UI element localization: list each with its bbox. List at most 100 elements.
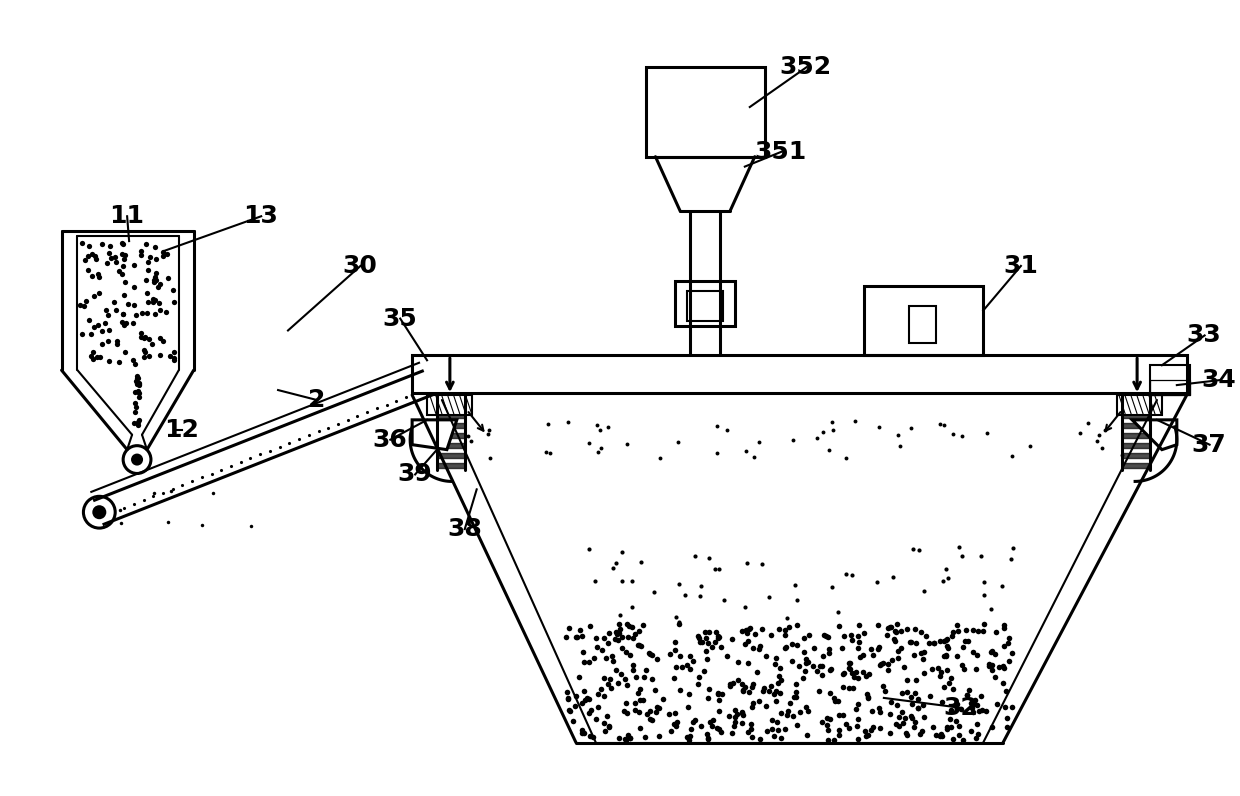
Point: [978, 657, 998, 670]
Point: [613, 630, 632, 643]
Point: [153, 250, 172, 263]
Point: [875, 685, 895, 697]
Point: [877, 628, 897, 641]
Point: [768, 724, 787, 736]
Point: [640, 712, 660, 725]
Point: [615, 673, 635, 685]
Point: [785, 579, 805, 591]
Point: [967, 648, 987, 661]
Point: [666, 611, 686, 623]
Point: [145, 271, 165, 283]
Point: [135, 330, 155, 343]
Point: [849, 635, 869, 648]
Point: [134, 343, 154, 356]
Point: [961, 697, 981, 710]
Point: [982, 663, 1002, 676]
Point: [986, 626, 1006, 638]
Point: [895, 712, 915, 724]
Point: [770, 669, 790, 682]
Point: [660, 708, 680, 720]
Point: [677, 731, 697, 743]
Text: 37: 37: [1192, 433, 1226, 457]
Point: [620, 732, 640, 744]
Point: [670, 684, 689, 696]
Point: [92, 338, 112, 350]
Point: [961, 724, 981, 737]
Point: [992, 579, 1012, 592]
Point: [957, 634, 977, 647]
Point: [849, 619, 869, 632]
Point: [608, 628, 627, 641]
Point: [723, 677, 743, 689]
Point: [557, 631, 577, 644]
Point: [833, 708, 853, 721]
Point: [799, 656, 818, 669]
Point: [952, 430, 972, 443]
Point: [999, 654, 1019, 667]
Point: [787, 618, 807, 631]
Point: [901, 698, 921, 711]
Point: [697, 645, 717, 657]
Point: [846, 702, 866, 715]
Point: [693, 665, 713, 678]
Point: [670, 650, 689, 663]
Point: [595, 724, 615, 737]
Point: [112, 267, 131, 280]
Point: [708, 688, 728, 700]
Point: [930, 730, 950, 743]
Point: [707, 626, 727, 638]
Point: [787, 719, 807, 732]
Point: [842, 666, 862, 679]
Point: [115, 345, 135, 358]
Point: [949, 729, 968, 742]
Point: [616, 696, 636, 709]
Point: [78, 263, 98, 276]
Point: [817, 712, 837, 724]
Bar: [687, 291, 723, 321]
Point: [890, 625, 910, 638]
Point: [692, 636, 712, 649]
Point: [973, 624, 993, 637]
Point: [707, 722, 727, 735]
Point: [905, 637, 925, 650]
Point: [541, 447, 560, 459]
Point: [631, 556, 651, 568]
Point: [112, 248, 131, 261]
Point: [914, 710, 934, 723]
Point: [608, 677, 627, 689]
Point: [164, 351, 184, 364]
Point: [737, 445, 756, 458]
Point: [72, 327, 92, 340]
Point: [872, 658, 892, 671]
Point: [95, 303, 115, 316]
Point: [109, 264, 129, 277]
Point: [894, 661, 914, 673]
Point: [869, 640, 889, 653]
Point: [822, 416, 842, 428]
Point: [914, 699, 934, 712]
Point: [714, 594, 734, 607]
Point: [888, 429, 908, 442]
Point: [804, 659, 823, 672]
Point: [858, 690, 878, 703]
Point: [625, 704, 645, 716]
Point: [99, 323, 119, 336]
Point: [113, 315, 133, 328]
Point: [689, 590, 709, 603]
Point: [78, 240, 98, 252]
Point: [823, 423, 843, 436]
Point: [145, 307, 165, 320]
Point: [900, 635, 920, 648]
Point: [614, 704, 634, 717]
Point: [112, 517, 131, 529]
Point: [709, 631, 729, 644]
Point: [966, 732, 986, 744]
Point: [650, 452, 670, 465]
Point: [99, 355, 119, 368]
Text: 352: 352: [780, 55, 832, 80]
Point: [830, 724, 849, 736]
Point: [616, 646, 636, 658]
Point: [867, 576, 887, 589]
Point: [560, 705, 580, 718]
Point: [775, 723, 795, 736]
